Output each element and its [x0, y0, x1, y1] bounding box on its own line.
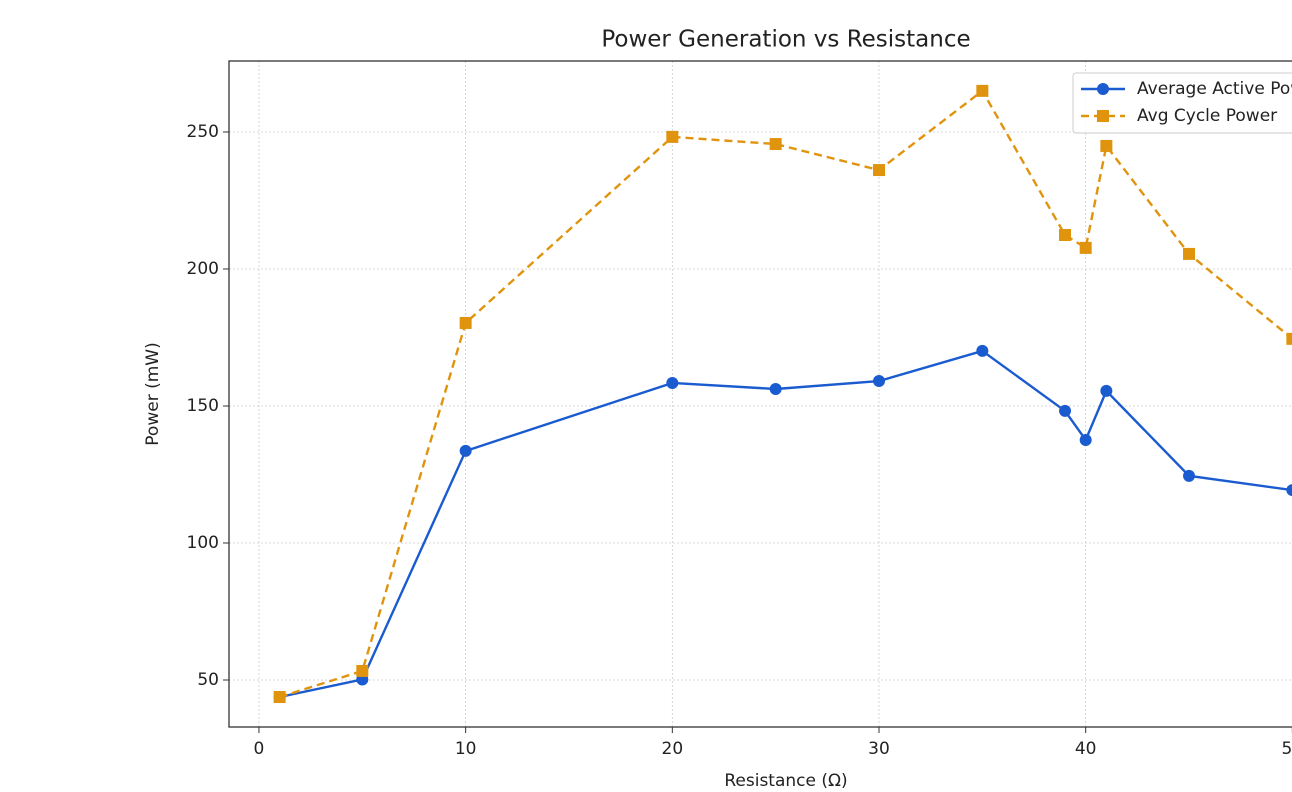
marker: [1079, 433, 1092, 446]
marker: [1183, 247, 1196, 260]
marker: [273, 690, 286, 703]
marker: [873, 375, 886, 388]
marker: [1059, 404, 1072, 417]
marker: [1286, 484, 1292, 497]
marker: [769, 382, 782, 395]
marker: [356, 664, 369, 677]
marker: [769, 138, 782, 151]
marker: [1286, 332, 1292, 345]
marker: [873, 164, 886, 177]
x-tick-label: 50: [1282, 739, 1292, 759]
marker: [666, 376, 679, 389]
data-line: [279, 89, 1292, 699]
marker: [1079, 241, 1092, 254]
data-line: [279, 349, 1292, 699]
y-tick-label: 100: [187, 533, 219, 553]
legend-label: Avg Cycle Power: [1137, 106, 1277, 126]
y-tick-label: 50: [197, 670, 219, 690]
marker: [1059, 229, 1072, 242]
marker: [459, 444, 472, 457]
legend-frame: [1072, 72, 1292, 134]
y-tick-label: 250: [187, 122, 219, 142]
x-axis-label: Resistance (Ω): [724, 771, 847, 791]
x-tick-label: 20: [662, 739, 684, 759]
y-axis-label: Power (mW): [143, 342, 163, 445]
marker: [459, 316, 472, 329]
marker: [1183, 469, 1196, 482]
marker: [666, 130, 679, 143]
x-tick-label: 0: [254, 739, 265, 759]
y-tick-label: 200: [187, 259, 219, 279]
x-tick-label: 40: [1075, 739, 1097, 759]
x-tick-label: 30: [868, 739, 890, 759]
y-tick-label: 150: [187, 396, 219, 416]
marker: [976, 84, 989, 97]
plot-frame: [228, 60, 1292, 728]
marker: [976, 344, 989, 357]
marker: [1100, 139, 1113, 152]
marker: [1100, 384, 1113, 397]
marker: [1097, 110, 1109, 122]
x-tick-label: 10: [455, 739, 477, 759]
chart-title: Power Generation vs Resistance: [601, 27, 970, 53]
legend-label: Average Active Power: [1137, 79, 1292, 99]
marker: [1097, 83, 1109, 95]
